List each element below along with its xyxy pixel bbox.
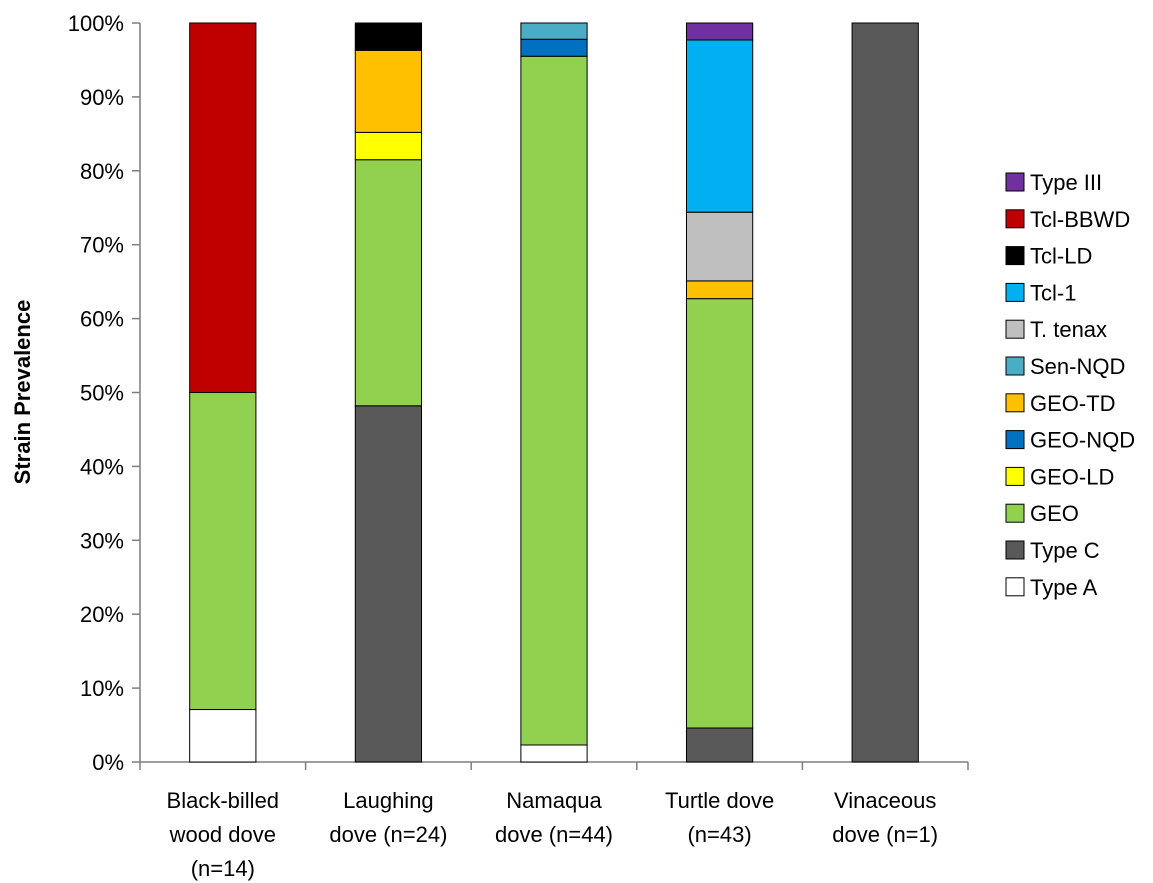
legend-label: Type III (1030, 170, 1102, 195)
y-tick-label: 40% (80, 454, 124, 479)
legend: Type III Tcl-BBWD Tcl-LD Tcl-1 T. tenax Sen-N… (1005, 170, 1135, 600)
y-tick-label: 0% (92, 750, 124, 775)
legend-label: GEO-TD (1030, 391, 1116, 416)
legend-label: Tcl-LD (1030, 244, 1092, 269)
legend-label: Tcl-BBWD (1030, 207, 1130, 232)
y-axis-title: Strain Prevalence (10, 300, 35, 485)
legend-label: Tcl-1 (1030, 280, 1076, 305)
bar-segment-tcl-1 (685, 39, 754, 213)
y-tick-label: 80% (80, 159, 124, 184)
legend-swatch (1005, 246, 1025, 266)
bar-segment-sen-nqd (520, 22, 588, 40)
legend-swatch (1005, 430, 1025, 450)
bar-segment-geo (685, 298, 754, 729)
legend-swatch (1005, 319, 1025, 339)
legend-swatch (1005, 172, 1025, 192)
bar-segment-type-a (520, 744, 588, 763)
legend-label: T. tenax (1030, 317, 1107, 342)
bar-segment-type-c (685, 727, 754, 763)
legend-label: GEO (1030, 501, 1079, 526)
x-tick-label: Laughing dove (n=24) (329, 788, 447, 847)
legend-swatch (1005, 393, 1025, 413)
legend-label: Type C (1030, 538, 1100, 563)
bar-segment-geo-td (354, 49, 423, 133)
bar-segment-geo-ld (354, 131, 423, 161)
x-axis: Black-billed wood dove (n=14) Laughing dove … (139, 761, 969, 881)
bar-segment-tcl-ld (354, 22, 423, 51)
legend-swatch (1005, 503, 1025, 523)
y-tick-label: 70% (80, 233, 124, 258)
y-tick-label: 50% (80, 381, 124, 406)
bar-segment-type-iii (685, 22, 754, 41)
y-tick-label: 30% (80, 528, 124, 553)
legend-swatch (1005, 209, 1025, 229)
legend-swatch (1005, 540, 1025, 560)
bar-segment-geo (520, 55, 588, 746)
bar-segment-type-c (354, 405, 423, 763)
bar-segment-geo (189, 392, 257, 711)
bar-segment-type-c (851, 22, 919, 763)
bar-segment-geo-td (685, 280, 754, 300)
bars (189, 22, 919, 763)
legend-swatch (1005, 577, 1025, 597)
y-tick-label: 10% (80, 676, 124, 701)
legend-label: GEO-LD (1030, 464, 1114, 489)
bar-segment-geo-nqd (520, 38, 588, 57)
x-tick-label: Namaqua dove (n=44) (495, 788, 613, 847)
bar-segment-tcl-bbwd (189, 22, 257, 393)
bar-segment-geo (354, 159, 423, 407)
y-tick-label: 60% (80, 307, 124, 332)
x-tick-label: Black-billed wood dove (n=14) (167, 788, 280, 881)
legend-swatch (1005, 282, 1025, 302)
y-tick-label: 90% (80, 85, 124, 110)
legend-swatch (1005, 356, 1025, 376)
legend-swatch (1005, 466, 1025, 486)
legend-label: Sen-NQD (1030, 354, 1125, 379)
y-axis: 0% 10% 20% 30% 40% 50% 60% 70% 80% 90% 100% (68, 11, 141, 775)
legend-label: Type A (1030, 575, 1098, 600)
y-tick-label: 100% (68, 11, 124, 36)
legend-label: GEO-NQD (1030, 428, 1135, 453)
x-tick-label: Vinaceous dove (n=1) (832, 788, 938, 847)
bar-segment-t-tenax (685, 211, 754, 282)
y-tick-label: 20% (80, 602, 124, 627)
x-tick-label: Turtle dove (n=43) (665, 788, 774, 847)
bar-segment-type-a (189, 709, 257, 763)
